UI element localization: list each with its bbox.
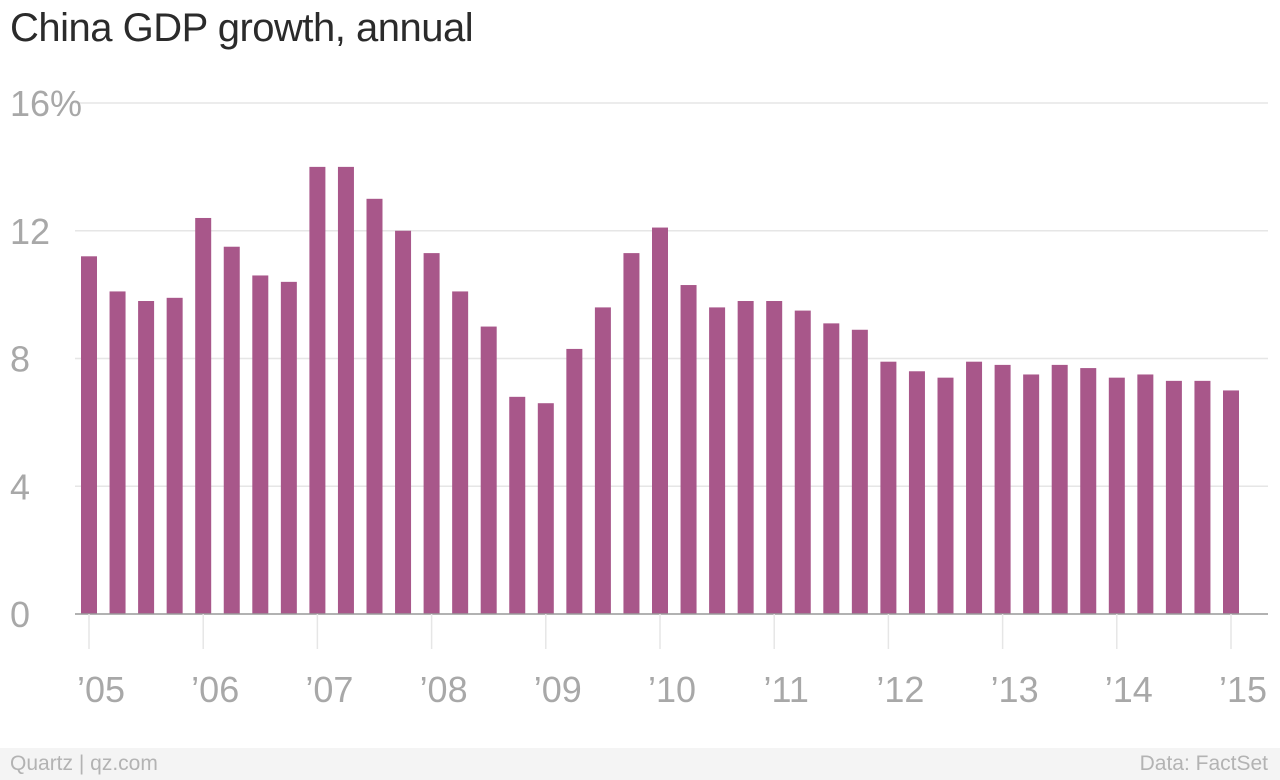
tick-labels: 0 4 8 12 16% ’05 ’06 ’07 ’08 ’09 ’10 ’11 ’12 ’13 ’14 ’1… [10,83,1267,710]
bar[interactable]: 2015 Q1: 7 [1223,390,1239,614]
x-tick-label: ’12 [876,669,924,710]
footer: Quartz | qz.com Data: FactSet [0,748,1280,780]
bar[interactable]: 2007 Q1: 14 [309,166,326,615]
bar[interactable]: 2014 Q3: 7.3 [1165,380,1182,614]
y-tick-label: 0 [10,594,30,635]
bar[interactable]: 2007 Q2: 14 [337,166,354,615]
bar[interactable]: 2013 Q4: 7.7 [1080,368,1097,614]
x-tick-label: ’05 [77,669,125,710]
bars: 2005 Q1: 11.2 2005 Q2: 10.1 2005 Q3: 9.8 20… [81,166,1239,615]
y-tick-label: 8 [10,339,30,380]
bar[interactable]: 2013 Q3: 7.8 [1051,364,1068,614]
bar[interactable]: 2011 Q4: 8.9 [851,329,868,614]
grid-lines [75,102,1268,487]
bar[interactable]: 2010 Q2: 10.3 [680,285,697,614]
bar[interactable]: 2009 Q1: 6.6 [537,403,554,614]
bar[interactable]: 2006 Q2: 11.5 [223,246,240,614]
x-tick-label: ’15 [1219,669,1267,710]
bar[interactable]: 2006 Q1: 12.4 [195,217,212,614]
bar[interactable]: 2009 Q3: 9.6 [594,307,611,614]
x-tick-label: ’08 [420,669,468,710]
bar[interactable]: 2010 Q1: 12.1 [652,227,668,614]
x-axis [75,613,1268,649]
bar[interactable]: 2012 Q4: 7.9 [966,361,983,614]
bar[interactable]: 2005 Q3: 9.8 [138,301,155,614]
bar[interactable]: 2005 Q4: 9.9 [166,297,183,614]
bar[interactable]: 2014 Q1: 7.4 [1108,377,1125,614]
y-tick-label: 4 [10,466,30,507]
y-tick-label: 12 [10,211,50,252]
data-credit: Data: FactSet [1139,752,1268,775]
bar[interactable]: 2014 Q2: 7.5 [1137,374,1154,614]
bar[interactable]: 2011 Q3: 9.1 [823,323,840,614]
x-tick-label: ’06 [191,669,239,710]
bar[interactable]: 2005 Q2: 10.1 [109,291,126,614]
bar[interactable]: 2007 Q4: 12 [395,230,412,614]
bar[interactable]: 2006 Q3: 10.6 [252,275,269,614]
source-label[interactable]: Quartz | qz.com [10,752,158,775]
bar[interactable]: 2014 Q4: 7.3 [1194,380,1211,614]
bar[interactable]: 2010 Q3: 9.6 [709,307,726,614]
bar[interactable]: 2011 Q2: 9.5 [794,310,811,614]
x-tick-label: ’14 [1105,669,1153,710]
x-tick-label: ’09 [534,669,582,710]
bar[interactable]: 2013 Q2: 7.5 [1023,374,1040,614]
bar[interactable]: 2005 Q1: 11.2 [81,256,97,614]
bar[interactable]: 2010 Q4: 9.8 [737,301,754,614]
bar[interactable]: 2007 Q3: 13 [366,198,383,614]
bar[interactable]: 2013 Q1: 7.8 [994,364,1011,614]
bar[interactable]: 2008 Q3: 9 [480,326,497,614]
bar[interactable]: 2008 Q1: 11.3 [423,253,440,615]
bar[interactable]: 2011 Q1: 9.8 [766,301,783,614]
bar[interactable]: 2008 Q2: 10.1 [452,291,469,614]
bar[interactable]: 2012 Q2: 7.6 [908,371,925,614]
bar-chart: 2005 Q1: 11.2 2005 Q2: 10.1 2005 Q3: 9.8 20… [10,83,1268,710]
bar[interactable]: 2012 Q1: 7.9 [880,361,897,614]
x-tick-label: ’11 [764,669,809,710]
x-tick-label: ’13 [991,669,1039,710]
chart-title: China GDP growth, annual [10,6,474,50]
x-tick-label: ’07 [305,669,353,710]
bar[interactable]: 2006 Q4: 10.4 [280,281,297,614]
y-tick-label: 16% [10,83,82,124]
bar[interactable]: 2008 Q4: 6.8 [509,396,526,614]
bar[interactable]: 2009 Q4: 11.3 [623,253,640,615]
bar[interactable]: 2012 Q3: 7.4 [937,377,954,614]
x-tick-label: ’10 [648,669,696,710]
bar[interactable]: 2009 Q2: 8.3 [566,348,583,614]
